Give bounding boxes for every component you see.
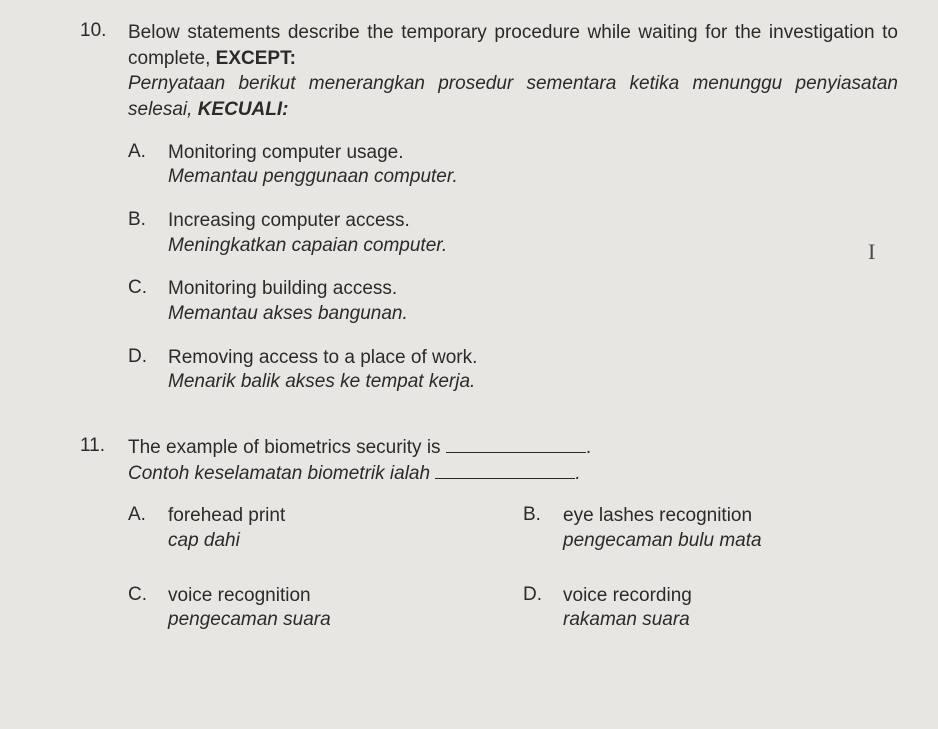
option-body: forehead print cap dahi: [168, 504, 503, 553]
stem-ms-bold: KECUALI:: [198, 99, 289, 120]
question-10-number: 10.: [80, 20, 128, 42]
question-10-stem: Below statements describe the temporary …: [128, 20, 898, 123]
option-11-b: B. eye lashes recognition pengecaman bul…: [523, 504, 898, 553]
option-11-d: D. voice recording rakaman suara: [523, 584, 898, 633]
option-body: voice recording rakaman suara: [563, 584, 898, 633]
option-10-a: A. Monitoring computer usage. Memantau p…: [128, 141, 898, 190]
option-letter: C.: [128, 584, 168, 606]
option-letter: B.: [128, 209, 168, 231]
question-11-options: A. forehead print cap dahi B. eye lashes…: [128, 504, 898, 633]
option-ms: rakaman suara: [563, 608, 898, 633]
option-letter: D.: [523, 584, 563, 606]
option-body: Monitoring building access. Memantau aks…: [168, 277, 898, 326]
question-10-options: A. Monitoring computer usage. Memantau p…: [128, 141, 898, 396]
option-en: Increasing computer access.: [168, 209, 898, 234]
option-body: Removing access to a place of work. Mena…: [168, 346, 898, 395]
option-ms: Menarik balik akses ke tempat kerja.: [168, 370, 898, 395]
stem-en-post: .: [586, 437, 591, 458]
option-11-a: A. forehead print cap dahi: [128, 504, 503, 553]
option-body: voice recognition pengecaman suara: [168, 584, 503, 633]
option-letter: C.: [128, 277, 168, 299]
stem-ms-pre: Contoh keselamatan biometrik ialah: [128, 463, 435, 484]
option-ms: Memantau akses bangunan.: [168, 302, 898, 327]
option-en: Monitoring building access.: [168, 277, 898, 302]
option-10-d: D. Removing access to a place of work. M…: [128, 346, 898, 395]
option-letter: A.: [128, 504, 168, 526]
stem-en-bold: EXCEPT:: [216, 48, 296, 69]
option-ms: pengecaman suara: [168, 608, 503, 633]
option-body: Monitoring computer usage. Memantau peng…: [168, 141, 898, 190]
option-ms: pengecaman bulu mata: [563, 529, 898, 554]
question-11-stem: The example of biometrics security is . …: [128, 435, 898, 486]
question-11-header: 11. The example of biometrics security i…: [80, 435, 898, 486]
stem-en-pre: The example of biometrics security is: [128, 437, 446, 458]
option-letter: D.: [128, 346, 168, 368]
option-ms: Meningkatkan capaian computer.: [168, 234, 898, 259]
option-11-c: C. voice recognition pengecaman suara: [128, 584, 503, 633]
option-ms: cap dahi: [168, 529, 503, 554]
question-11-number: 11.: [80, 435, 128, 457]
question-10-stem-ms: Pernyataan berikut menerangkan prosedur …: [128, 71, 898, 122]
option-en: forehead print: [168, 504, 503, 529]
option-en: eye lashes recognition: [563, 504, 898, 529]
option-en: voice recording: [563, 584, 898, 609]
text-cursor-mark: I: [868, 239, 875, 265]
question-10-stem-en: Below statements describe the temporary …: [128, 20, 898, 71]
option-en: Removing access to a place of work.: [168, 346, 898, 371]
blank-line: [435, 478, 575, 479]
question-10: 10. Below statements describe the tempor…: [80, 20, 898, 395]
option-10-b: B. Increasing computer access. Meningkat…: [128, 209, 898, 258]
question-11-stem-en: The example of biometrics security is .: [128, 435, 898, 461]
question-11-stem-ms: Contoh keselamatan biometrik ialah .: [128, 461, 898, 487]
stem-ms-post: .: [575, 463, 580, 484]
option-en: voice recognition: [168, 584, 503, 609]
question-10-header: 10. Below statements describe the tempor…: [80, 20, 898, 123]
option-body: eye lashes recognition pengecaman bulu m…: [563, 504, 898, 553]
option-body: Increasing computer access. Meningkatkan…: [168, 209, 898, 258]
option-letter: A.: [128, 141, 168, 163]
option-10-c: C. Monitoring building access. Memantau …: [128, 277, 898, 326]
option-letter: B.: [523, 504, 563, 526]
option-en: Monitoring computer usage.: [168, 141, 898, 166]
blank-line: [446, 452, 586, 453]
option-ms: Memantau penggunaan computer.: [168, 165, 898, 190]
question-11: 11. The example of biometrics security i…: [80, 435, 898, 633]
